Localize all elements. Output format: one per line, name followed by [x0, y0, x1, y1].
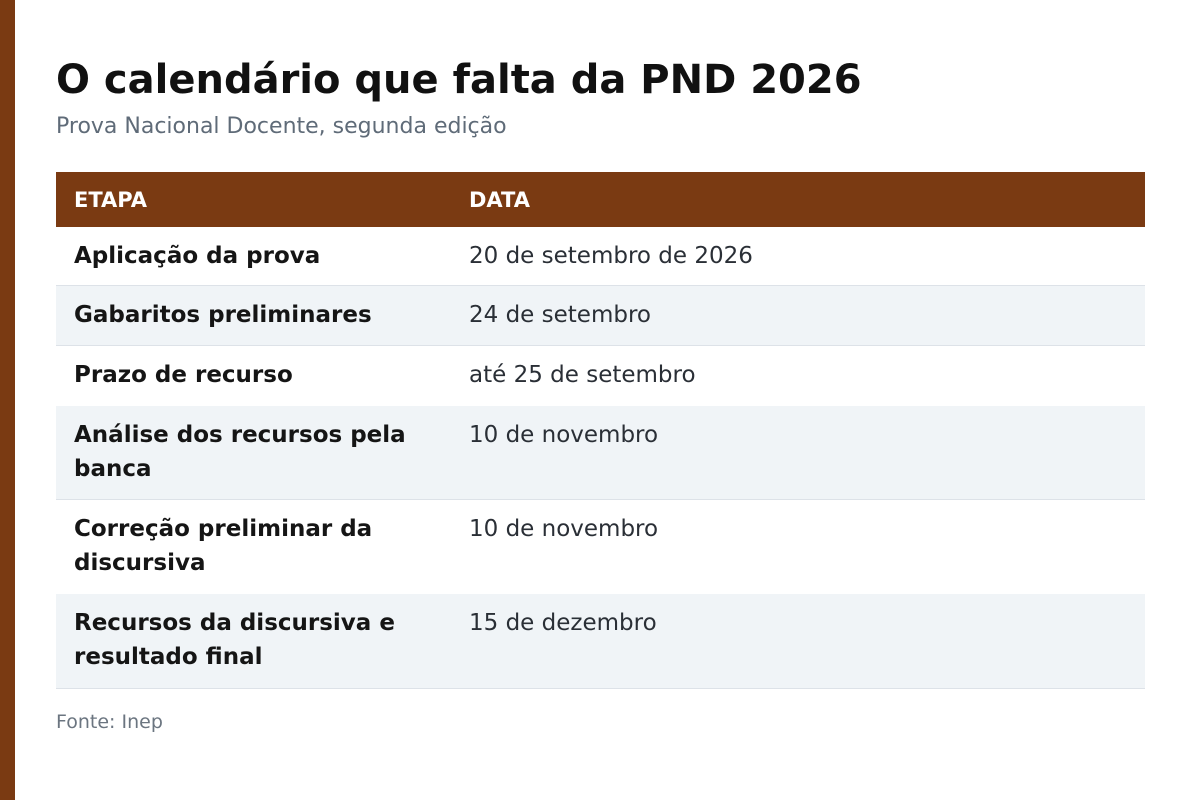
schedule-table: ETAPA DATA Aplicação da prova 20 de sete…: [56, 172, 1145, 689]
cell-etapa: Análise dos recursos pela banca: [74, 422, 406, 482]
cell-etapa: Aplicação da prova: [74, 243, 321, 269]
table-header: ETAPA DATA: [56, 172, 1145, 227]
cell-data: 10 de novembro: [469, 422, 659, 448]
table-row: Aplicação da prova 20 de setembro de 202…: [56, 227, 1145, 286]
source-note: Fonte: Inep: [56, 711, 163, 733]
page-subtitle: Prova Nacional Docente, segunda edição: [56, 114, 507, 139]
cell-data: 24 de setembro: [469, 302, 651, 328]
accent-bar: [0, 0, 15, 800]
cell-data: 20 de setembro de 2026: [469, 243, 753, 269]
table-row: Recursos da discursiva e resultado final…: [56, 594, 1145, 689]
column-header-etapa: ETAPA: [74, 187, 148, 212]
cell-data: 10 de novembro: [469, 516, 659, 542]
page-title: O calendário que falta da PND 2026: [56, 57, 862, 103]
content: O calendário que falta da PND 2026 Prova…: [56, 56, 1145, 733]
cell-etapa: Gabaritos preliminares: [74, 302, 372, 328]
table-row: Correção preliminar da discursiva 10 de …: [56, 500, 1145, 594]
cell-etapa: Correção preliminar da discursiva: [74, 516, 373, 576]
cell-etapa: Recursos da discursiva e resultado final: [74, 610, 395, 670]
cell-data: até 25 de setembro: [469, 362, 696, 388]
column-header-data: DATA: [469, 187, 531, 212]
cell-etapa: Prazo de recurso: [74, 362, 293, 388]
table-row: Prazo de recurso até 25 de setembro: [56, 346, 1145, 406]
cell-data: 15 de dezembro: [469, 610, 657, 636]
table-row: Gabaritos preliminares 24 de setembro: [56, 286, 1145, 346]
table-row: Análise dos recursos pela banca 10 de no…: [56, 406, 1145, 500]
